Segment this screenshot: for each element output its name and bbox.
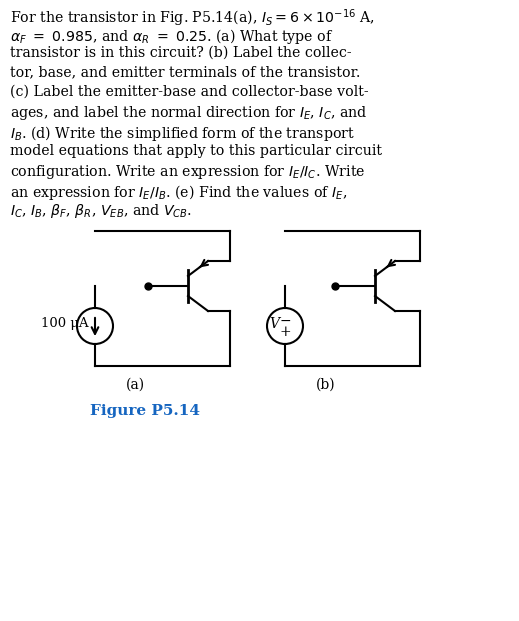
Text: an expression for $I_E/I_B$. (e) Find the values of $I_E$,: an expression for $I_E/I_B$. (e) Find th… (10, 183, 347, 201)
Text: $\alpha_F\ =\ 0.985$, and $\alpha_R\ =\ 0.25$. (a) What type of: $\alpha_F\ =\ 0.985$, and $\alpha_R\ =\ … (10, 27, 334, 45)
Text: −: − (279, 314, 291, 328)
Text: V: V (269, 317, 279, 331)
Text: (a): (a) (126, 378, 145, 392)
Text: configuration. Write an expression for $I_E/I_C$. Write: configuration. Write an expression for $… (10, 163, 365, 181)
Text: $I_C$, $I_B$, $\beta_F$, $\beta_R$, $V_{EB}$, and $V_{CB}$.: $I_C$, $I_B$, $\beta_F$, $\beta_R$, $V_{… (10, 202, 192, 220)
Text: For the transistor in Fig. P5.14(a), $I_S = 6\times10^{-16}$ A,: For the transistor in Fig. P5.14(a), $I_… (10, 7, 375, 29)
Text: (b): (b) (316, 378, 335, 392)
Text: +: + (279, 325, 291, 339)
Text: ages, and label the normal direction for $I_E$, $I_C$, and: ages, and label the normal direction for… (10, 104, 367, 122)
Text: transistor is in this circuit? (b) Label the collec-: transistor is in this circuit? (b) Label… (10, 46, 352, 60)
Text: Figure P5.14: Figure P5.14 (90, 404, 200, 418)
Text: 100 μA: 100 μA (42, 317, 89, 330)
Text: tor, base, and emitter terminals of the transistor.: tor, base, and emitter terminals of the … (10, 65, 361, 79)
Text: $I_B$. (d) Write the simplified form of the transport: $I_B$. (d) Write the simplified form of … (10, 124, 355, 143)
Text: model equations that apply to this particular circuit: model equations that apply to this parti… (10, 143, 382, 158)
Text: (c) Label the emitter-base and collector-base volt-: (c) Label the emitter-base and collector… (10, 85, 368, 99)
